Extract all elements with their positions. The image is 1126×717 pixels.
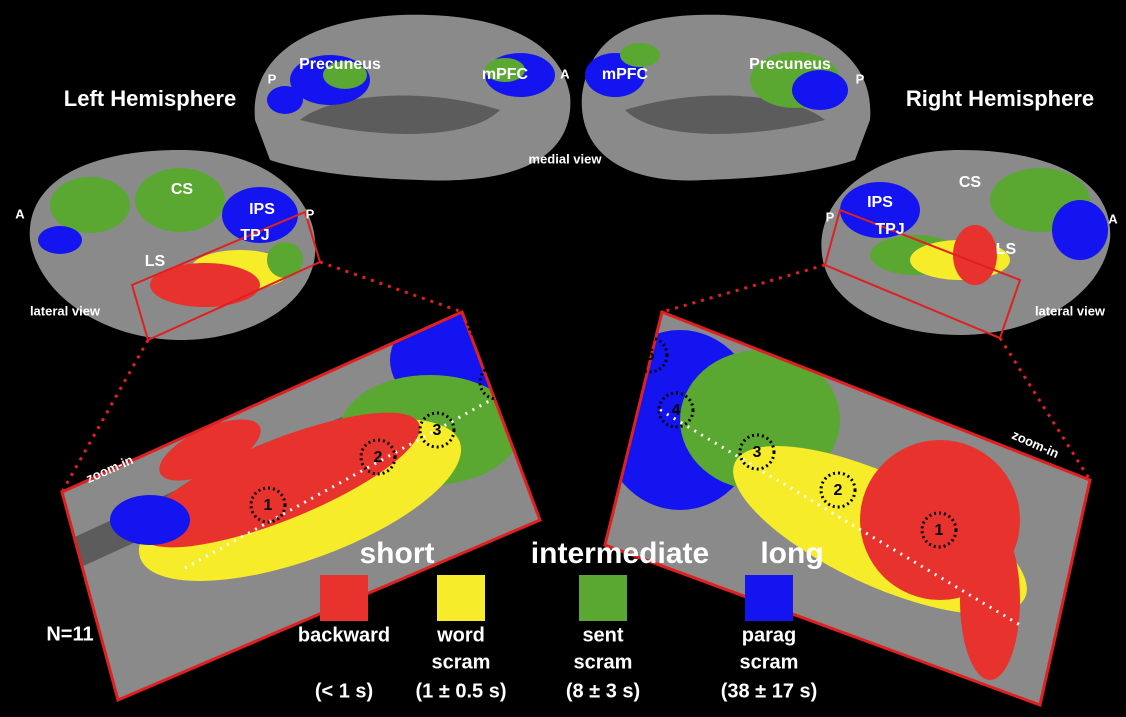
roi-number: 1 bbox=[935, 522, 944, 539]
region-label: IPS bbox=[867, 194, 893, 211]
region-label: CS bbox=[171, 181, 194, 198]
roi-number: 3 bbox=[433, 422, 442, 439]
legend-group: short bbox=[360, 537, 435, 570]
legend-swatch bbox=[320, 575, 368, 621]
legend-group: intermediate bbox=[531, 537, 709, 570]
roi-number: 4 bbox=[493, 374, 502, 391]
region-label: IPS bbox=[249, 201, 275, 218]
region-label: LS bbox=[145, 253, 166, 270]
legend-swatch bbox=[745, 575, 793, 621]
figure: Left Hemisphere Right Hemisphere P Precu… bbox=[0, 0, 1126, 717]
legend-name: parag bbox=[742, 624, 796, 646]
roi-number: 2 bbox=[374, 449, 383, 466]
region-label: LS bbox=[996, 241, 1017, 258]
legend-name: scram bbox=[740, 651, 799, 673]
direction-label: A bbox=[1108, 211, 1118, 226]
legend-duration: (8 ± 3 s) bbox=[566, 680, 640, 702]
hemisphere-title: Left Hemisphere bbox=[64, 86, 236, 111]
roi-number: 3 bbox=[753, 444, 762, 461]
legend-swatch bbox=[579, 575, 627, 621]
hemisphere-title: Right Hemisphere bbox=[906, 86, 1094, 111]
roi-number: 1 bbox=[264, 497, 273, 514]
direction-label: P bbox=[268, 71, 277, 86]
left-medial-brain bbox=[255, 15, 571, 181]
roi-number: 2 bbox=[834, 482, 843, 499]
direction-label: P bbox=[856, 71, 865, 86]
legend-group: long bbox=[760, 537, 823, 570]
direction-label: A bbox=[15, 206, 25, 221]
legend-duration: (38 ± 17 s) bbox=[721, 680, 818, 702]
view-label: lateral view bbox=[1035, 303, 1106, 318]
region-label: mPFC bbox=[482, 66, 529, 83]
region-label: Precuneus bbox=[749, 56, 831, 73]
legend-swatch bbox=[437, 575, 485, 621]
direction-label: P bbox=[826, 209, 835, 224]
region-label: TPJ bbox=[240, 227, 269, 244]
roi-number: 5 bbox=[646, 347, 655, 364]
direction-label: A bbox=[560, 66, 570, 81]
roi-number: 5 bbox=[481, 314, 490, 331]
view-label: lateral view bbox=[30, 303, 101, 318]
region-label: Precuneus bbox=[299, 56, 381, 73]
legend-name: scram bbox=[574, 651, 633, 673]
legend-duration: (1 ± 0.5 s) bbox=[415, 680, 506, 702]
roi-number: 4 bbox=[672, 402, 681, 419]
view-label: medial view bbox=[529, 151, 603, 166]
legend-name: backward bbox=[298, 624, 390, 646]
sample-size: N=11 bbox=[46, 623, 93, 645]
direction-label: P bbox=[306, 206, 315, 221]
region-label: TPJ bbox=[875, 221, 904, 238]
legend-name: scram bbox=[432, 651, 491, 673]
legend-name: sent bbox=[582, 624, 623, 646]
region-label: mPFC bbox=[602, 66, 649, 83]
legend-name: word bbox=[436, 624, 485, 646]
region-label: CS bbox=[959, 174, 982, 191]
legend-duration: (< 1 s) bbox=[315, 680, 373, 702]
